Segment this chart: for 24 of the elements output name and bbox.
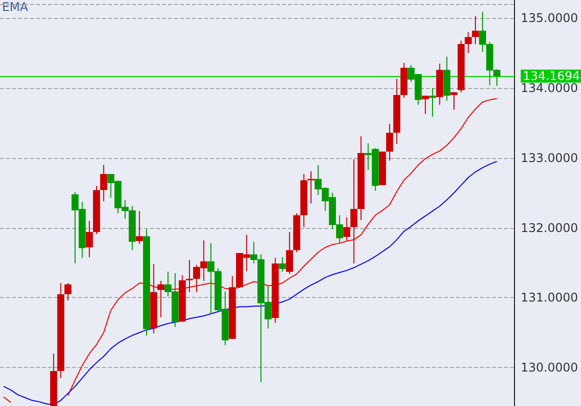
candlestick	[157, 280, 164, 318]
candlestick	[307, 170, 314, 204]
candlestick	[422, 95, 429, 114]
y-tick-label: 131.0000	[520, 290, 578, 305]
candlestick	[450, 92, 458, 110]
candlestick	[86, 220, 93, 258]
candlestick	[429, 88, 436, 118]
y-tick-label: 135.0000	[520, 11, 578, 26]
candlestick	[286, 232, 294, 274]
candlestick	[472, 16, 479, 45]
candlestick	[64, 282, 72, 301]
y-tick-label: 130.0000	[520, 360, 578, 375]
y-tick-label: 132.0000	[520, 220, 578, 235]
y-tick-label: 134.0000	[520, 81, 578, 96]
candlestick	[343, 216, 350, 241]
line-series	[3, 160, 498, 406]
y-tick-label: 133.0000	[520, 150, 578, 165]
candlestick	[464, 32, 472, 54]
candlestick	[278, 256, 286, 272]
candlestick	[136, 210, 143, 244]
candlestick	[100, 164, 108, 202]
ref-line-label: 134.1694	[522, 69, 580, 84]
candlestick	[386, 123, 394, 162]
candlestick	[350, 158, 358, 264]
